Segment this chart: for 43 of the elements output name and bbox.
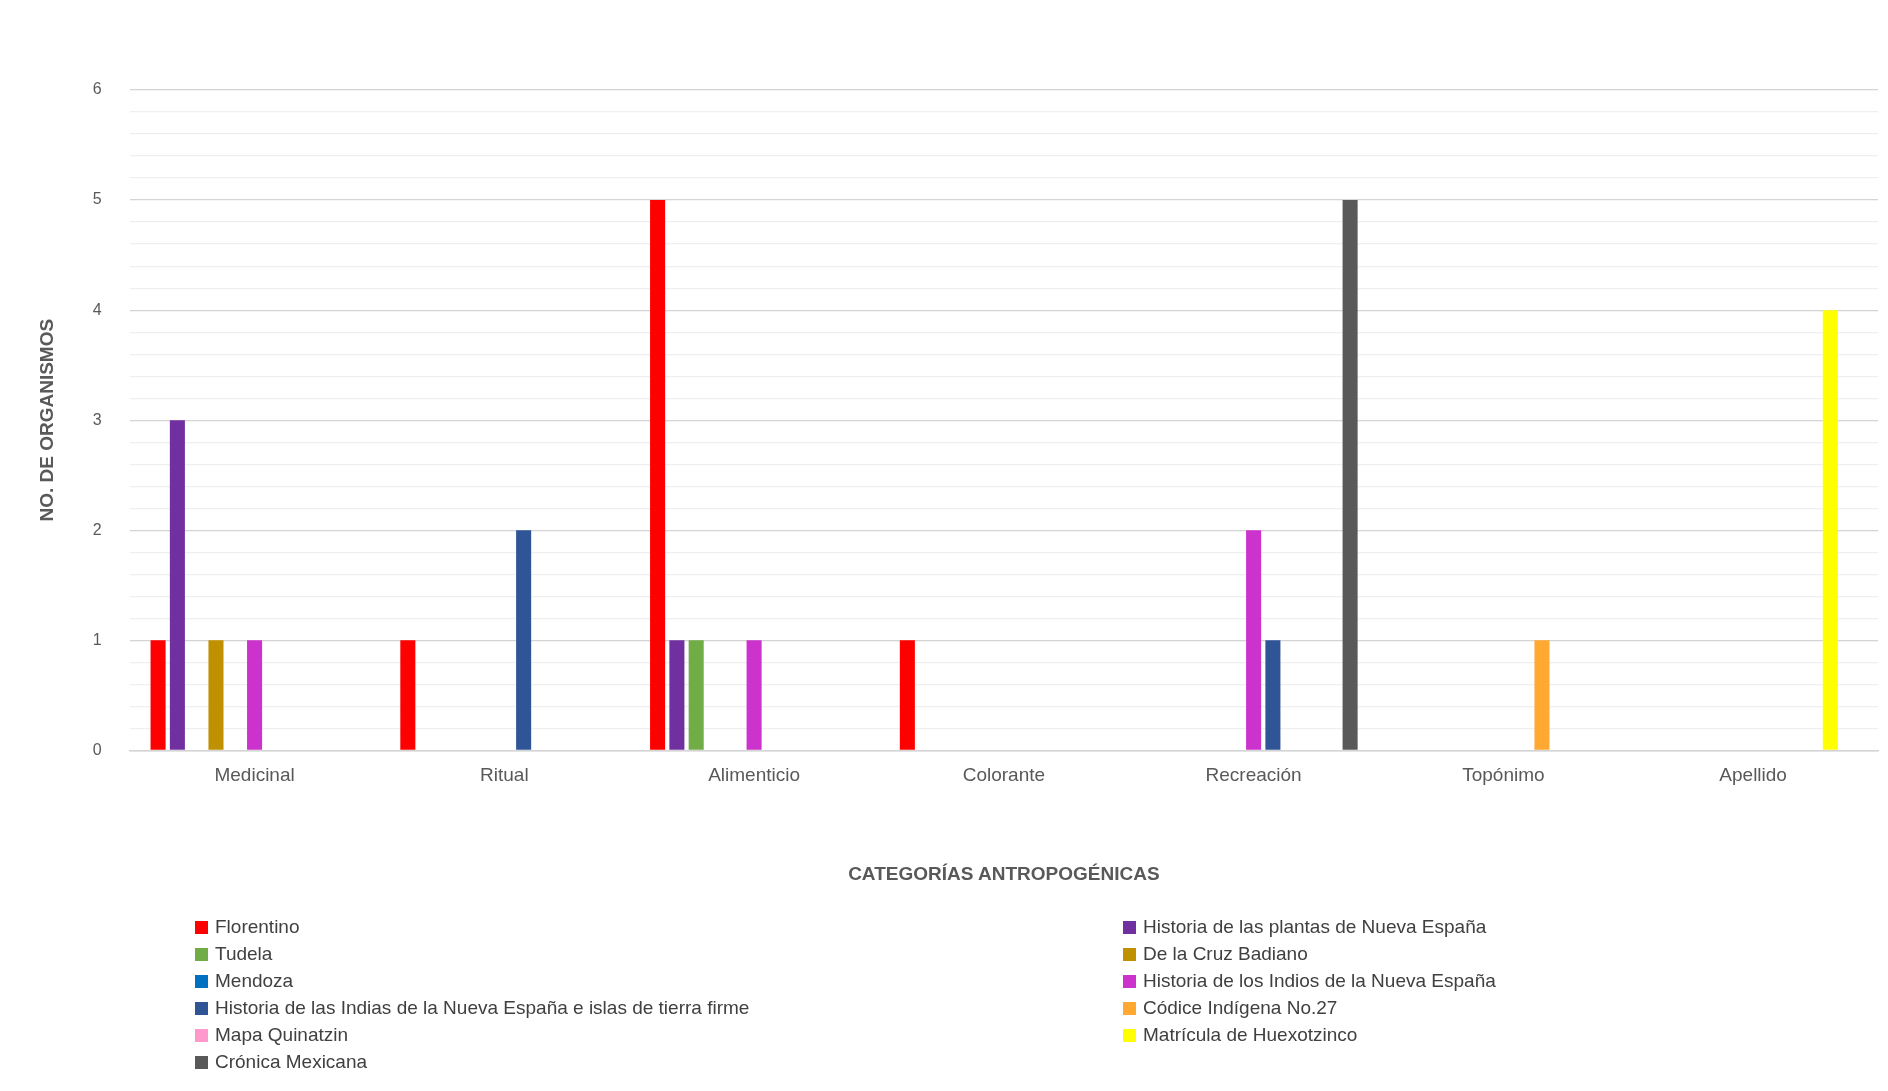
y-tick-label: 4 [92, 300, 102, 318]
x-tick-label: Recreación [1205, 764, 1302, 786]
y-tick-label: 3 [92, 410, 102, 428]
bar [688, 640, 704, 750]
x-tick-label: Colorante [962, 764, 1046, 786]
x-tick-label: Medicinal [214, 764, 295, 786]
bar [669, 640, 685, 750]
bar [400, 640, 416, 750]
x-tick-label: Alimenticio [708, 764, 801, 786]
x-axis-title: CATEGORÍAS ANTROPOGÉNICAS [848, 862, 1160, 884]
legend-label: Códice Indígena No.27 [1143, 997, 1338, 1019]
bar [650, 200, 666, 750]
bar [1342, 200, 1358, 750]
bar [516, 530, 532, 750]
bar [1534, 640, 1550, 750]
bar [169, 420, 185, 750]
bar [746, 640, 762, 750]
legend-label: Historia de las plantas de Nueva España [1143, 916, 1487, 938]
y-tick-label: 5 [92, 190, 102, 208]
y-tick-label: 1 [92, 630, 102, 648]
y-tick-label: 0 [92, 740, 102, 758]
x-tick-label: Topónimo [1462, 764, 1545, 786]
legend-label: De la Cruz Badiano [1143, 943, 1308, 965]
legend-label: Florentino [215, 916, 300, 938]
legend-label: Historia de las Indias de la Nueva España e islas de tierra firme [215, 997, 750, 1019]
y-axis-title: NO. DE ORGANISMOS [35, 318, 57, 522]
legend-label: Matrícula de Huexotzinco [1143, 1024, 1358, 1046]
bar [1265, 640, 1281, 750]
y-tick-label: 6 [92, 80, 102, 98]
y-tick-label: 2 [92, 520, 102, 538]
bar [1246, 530, 1262, 750]
legend-label: Crónica Mexicana [215, 1051, 368, 1073]
bar [1822, 310, 1838, 750]
legend-label: Mendoza [215, 970, 294, 992]
x-tick-label: Ritual [480, 764, 529, 786]
bar [247, 640, 263, 750]
legend-label: Historia de los Indios de la Nueva España [1143, 970, 1496, 992]
bar [150, 640, 166, 750]
bar [899, 640, 915, 750]
x-tick-label: Apellido [1719, 764, 1787, 786]
legend-label: Mapa Quinatzin [215, 1024, 349, 1046]
bar [208, 640, 224, 750]
legend-label: Tudela [215, 943, 273, 965]
